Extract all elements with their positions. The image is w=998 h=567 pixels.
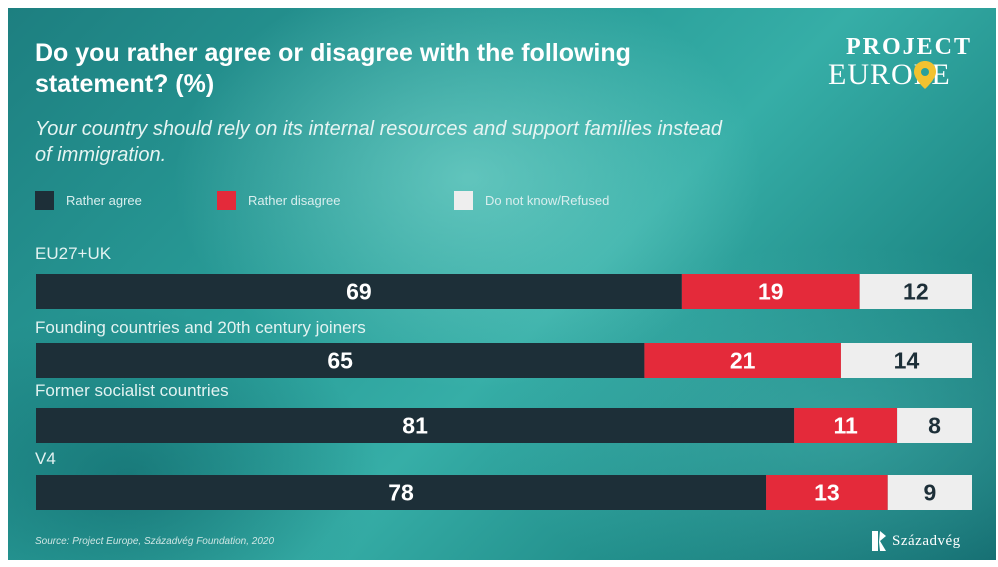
bar-agree-2 [36,408,795,443]
bar-dontknow-2 [897,408,972,443]
legend-label-dontknow: Do not know/Refused [485,193,610,208]
legend-swatch-disagree [217,191,236,210]
category-label-v4: V4 [35,449,56,468]
chart-subtitle: Your country should rely on its internal… [35,118,723,166]
bar-disagree-2 [794,408,898,443]
bar-agree-0 [36,274,682,309]
bar-agree-1 [36,343,645,378]
logo-line1: PROJECT [846,34,973,60]
bar-dontknow-3 [887,475,972,510]
bar-agree-3 [36,475,767,510]
project-europe-logo: PROJECT EUROPE [828,32,996,102]
data-label-agree-3: 78 [388,480,414,506]
bar-dontknow-1 [840,343,972,378]
chart-card: Do you rather agree or disagree with the… [8,8,996,560]
data-label-agree-1: 65 [327,348,353,374]
data-label-dontknow-3: 9 [923,480,936,506]
category-label-former-socialist: Former socialist countries [35,381,229,400]
category-label-eu27uk: EU27+UK [35,244,112,263]
bar-dontknow-0 [859,274,972,309]
legend-label-disagree: Rather disagree [248,193,341,208]
data-label-agree-2: 81 [402,413,428,439]
data-label-agree-0: 69 [346,279,372,305]
bar-disagree-0 [681,274,860,309]
data-label-dontknow-0: 12 [903,279,929,305]
legend-label-agree: Rather agree [66,193,142,208]
source-note: Source: Project Europe, Századvég Founda… [35,536,275,547]
legend-swatch-dontknow [454,191,473,210]
map-pin-icon [914,61,936,89]
data-label-disagree-3: 13 [814,480,840,506]
data-label-disagree-1: 21 [730,348,756,374]
legend-swatch-agree [35,191,54,210]
chart-title: Do you rather agree or disagree with the… [35,39,631,98]
szazadveg-logo-icon [872,531,886,551]
data-label-dontknow-1: 14 [894,348,920,374]
brand-name: Századvég [892,533,961,549]
data-label-disagree-2: 11 [833,413,858,439]
category-label-founding: Founding countries and 20th century join… [35,318,366,337]
data-label-dontknow-2: 8 [928,413,941,439]
stacked-bar-chart: 69 19 12 65 21 14 81 11 8 78 13 9 [36,274,972,510]
data-label-disagree-0: 19 [758,279,784,305]
bar-disagree-1 [644,343,841,378]
bar-disagree-3 [766,475,888,510]
